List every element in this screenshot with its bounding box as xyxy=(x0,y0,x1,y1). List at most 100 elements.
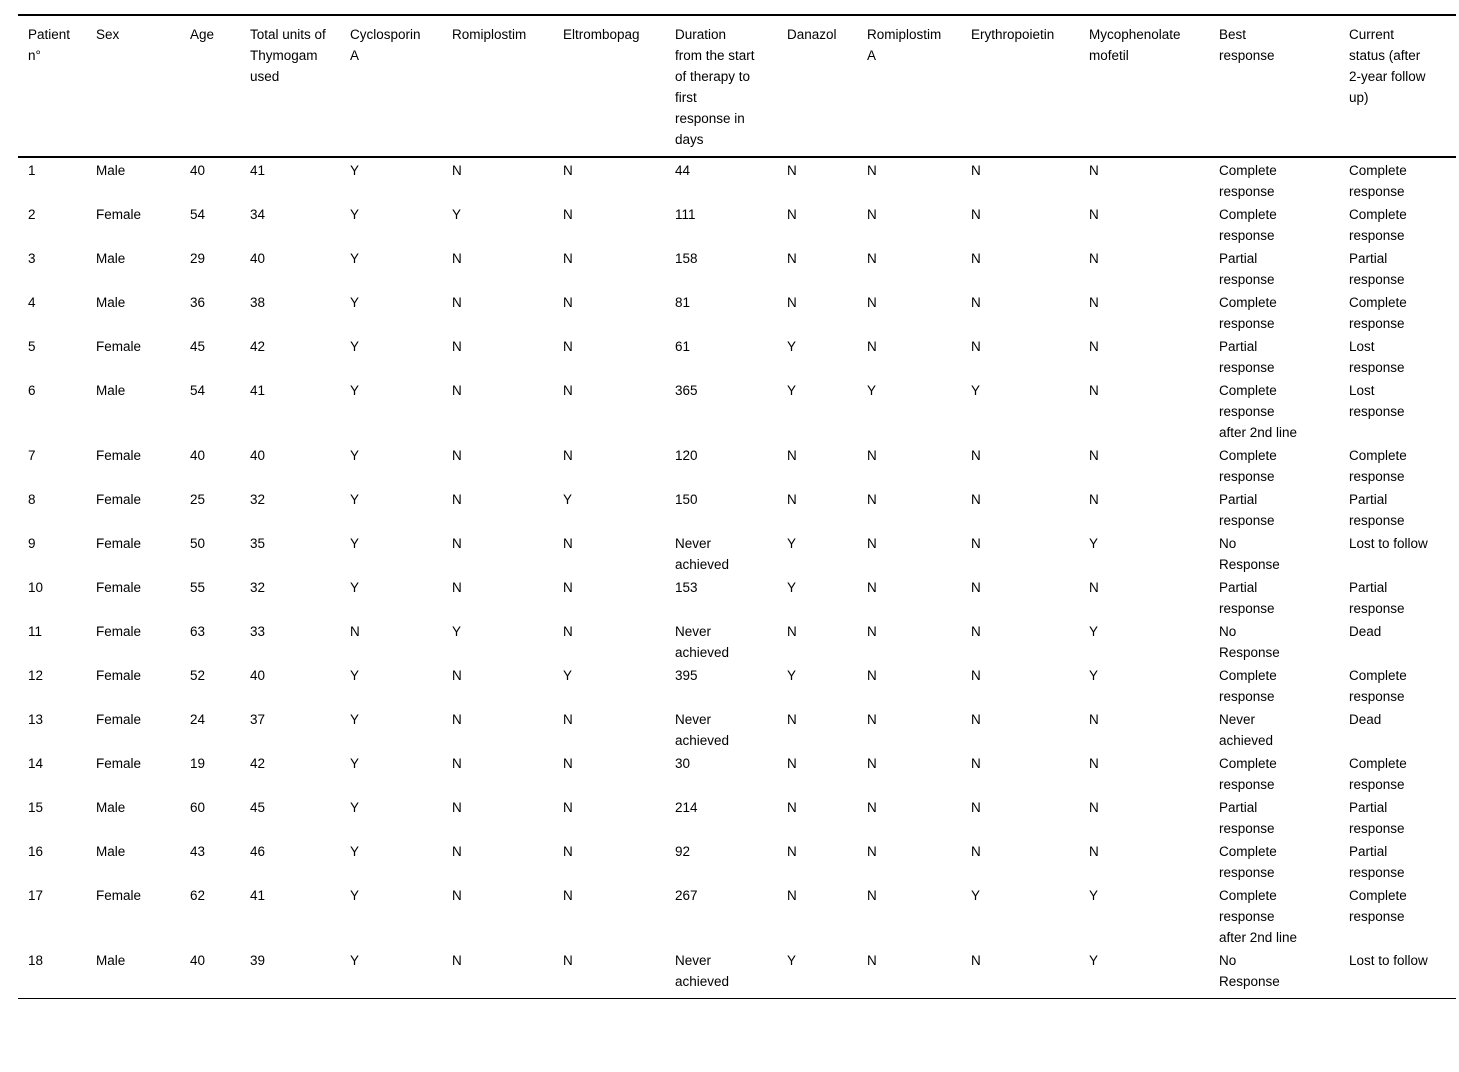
table-cell: 43 xyxy=(190,844,206,859)
table-cell: N xyxy=(452,339,462,354)
table-cell: Female xyxy=(96,448,142,463)
table-cell: 267 xyxy=(675,888,698,903)
table-cell: Complete response xyxy=(1219,295,1277,331)
table-cell: N xyxy=(1089,295,1099,310)
table-cell: N xyxy=(787,207,797,222)
table-cell: N xyxy=(787,251,797,266)
table-cell: Complete response xyxy=(1349,295,1407,331)
column-header-5: Romiplostim xyxy=(452,14,563,158)
table-cell: N xyxy=(787,756,797,771)
table-cell: N xyxy=(867,163,877,178)
table-cell: Female xyxy=(96,668,142,683)
table-row: 6 Male 54 41 Y N N 365 Y Y Y N Complete response aft… xyxy=(18,378,1456,443)
table-cell: N xyxy=(452,712,462,727)
table-cell: 50 xyxy=(190,536,206,551)
table-cell: N xyxy=(563,948,675,999)
table-cell: N xyxy=(971,756,981,771)
table-cell: 42 xyxy=(250,339,266,354)
table-cell: 34 xyxy=(250,207,266,222)
table-cell: N xyxy=(867,295,877,310)
table-cell: Female xyxy=(96,888,142,903)
table-row: 13 Female 24 37 Y N N Never achieved N N N N Never a… xyxy=(18,707,1456,751)
table-cell: Complete response xyxy=(1349,668,1407,704)
table-cell: N xyxy=(452,383,462,398)
table-cell: N xyxy=(867,536,877,551)
column-header-0: Patient n° xyxy=(18,14,96,158)
table-cell: N xyxy=(867,888,877,903)
table-cell: Partial response xyxy=(1219,580,1275,616)
table-cell: N xyxy=(971,948,1089,999)
column-header-3: Total units of Thymogam used xyxy=(250,14,350,158)
table-cell: N xyxy=(867,207,877,222)
column-header-1: Sex xyxy=(96,14,190,158)
table-cell: N xyxy=(971,536,981,551)
table-cell: Female xyxy=(96,580,142,595)
table-cell: Y xyxy=(350,580,360,595)
table-row: 10 Female 55 32 Y N N 153 Y N N N Partial response Pa… xyxy=(18,575,1456,619)
table-cell: Y xyxy=(1089,948,1219,999)
table-cell: 120 xyxy=(675,448,698,463)
table-cell: 60 xyxy=(190,800,206,815)
table-cell: N xyxy=(787,492,797,507)
table-cell: N xyxy=(971,580,981,595)
table-cell: 2 xyxy=(28,207,36,222)
table-cell: 15 xyxy=(28,800,44,815)
table-cell: 30 xyxy=(675,756,691,771)
table-cell: N xyxy=(867,844,877,859)
table-cell: N xyxy=(787,295,797,310)
table-cell: N xyxy=(1089,163,1099,178)
table-cell: Y xyxy=(971,888,981,903)
table-cell: Male xyxy=(96,800,126,815)
table-cell: N xyxy=(971,448,981,463)
table-cell: 41 xyxy=(250,888,266,903)
table-row: 1 Male 40 41 Y N N 44 N N N N Complete response Compl… xyxy=(18,157,1456,202)
table-cell: Never achieved xyxy=(675,712,730,748)
table-row: 16 Male 43 46 Y N N 92 N N N N Complete response Part… xyxy=(18,839,1456,883)
patient-treatment-table: Patient n° Sex Age Total units of Thymogam … xyxy=(18,14,1456,999)
table-cell: Male xyxy=(96,163,126,178)
table-cell: 54 xyxy=(190,207,206,222)
table-cell: 6 xyxy=(28,383,36,398)
table-row: 8 Female 25 32 Y N Y 150 N N N N Partial response Par… xyxy=(18,487,1456,531)
table-cell: Never achieved xyxy=(675,948,787,999)
table-cell: N xyxy=(563,295,573,310)
table-cell: N xyxy=(563,448,573,463)
table-cell: No Response xyxy=(1219,624,1280,660)
table-cell: Y xyxy=(350,448,360,463)
table-cell: N xyxy=(452,668,462,683)
table-cell: Partial response xyxy=(1349,492,1405,528)
table-cell: 365 xyxy=(675,383,698,398)
table-cell: 150 xyxy=(675,492,698,507)
table-cell: Complete response xyxy=(1219,844,1277,880)
table-cell: 12 xyxy=(28,668,44,683)
table-cell: Y xyxy=(787,536,797,551)
table-cell: Lost to follow xyxy=(1349,536,1428,551)
table-cell: Lost response xyxy=(1349,383,1405,419)
table-cell: 63 xyxy=(190,624,206,639)
column-header-4: Cyclosporin A xyxy=(350,14,452,158)
table-cell: N xyxy=(787,712,797,727)
table-cell: Y xyxy=(1089,668,1099,683)
table-cell: Partial response xyxy=(1219,800,1275,836)
table-cell: 32 xyxy=(250,492,266,507)
table-cell: Female xyxy=(96,712,142,727)
table-cell: N xyxy=(452,888,462,903)
table-body: 1 Male 40 41 Y N N 44 N N N N Complete response Compl… xyxy=(18,157,1456,999)
table-cell: N xyxy=(563,251,573,266)
table-cell: N xyxy=(971,295,981,310)
table-cell: Complete response xyxy=(1349,756,1407,792)
table-cell: N xyxy=(867,492,877,507)
table-cell: N xyxy=(350,624,360,639)
table-cell: 41 xyxy=(250,163,266,178)
table-cell: Female xyxy=(96,536,142,551)
table-cell: 37 xyxy=(250,712,266,727)
table-cell: 4 xyxy=(28,295,36,310)
table-cell: Y xyxy=(787,339,797,354)
table-cell: Y xyxy=(563,668,573,683)
table-cell: 19 xyxy=(190,756,206,771)
table-cell: Partial response xyxy=(1349,580,1405,616)
table-cell: Female xyxy=(96,492,142,507)
table-cell: Partial response xyxy=(1349,800,1405,836)
table-cell: Y xyxy=(1089,536,1099,551)
table-cell: N xyxy=(1089,339,1099,354)
